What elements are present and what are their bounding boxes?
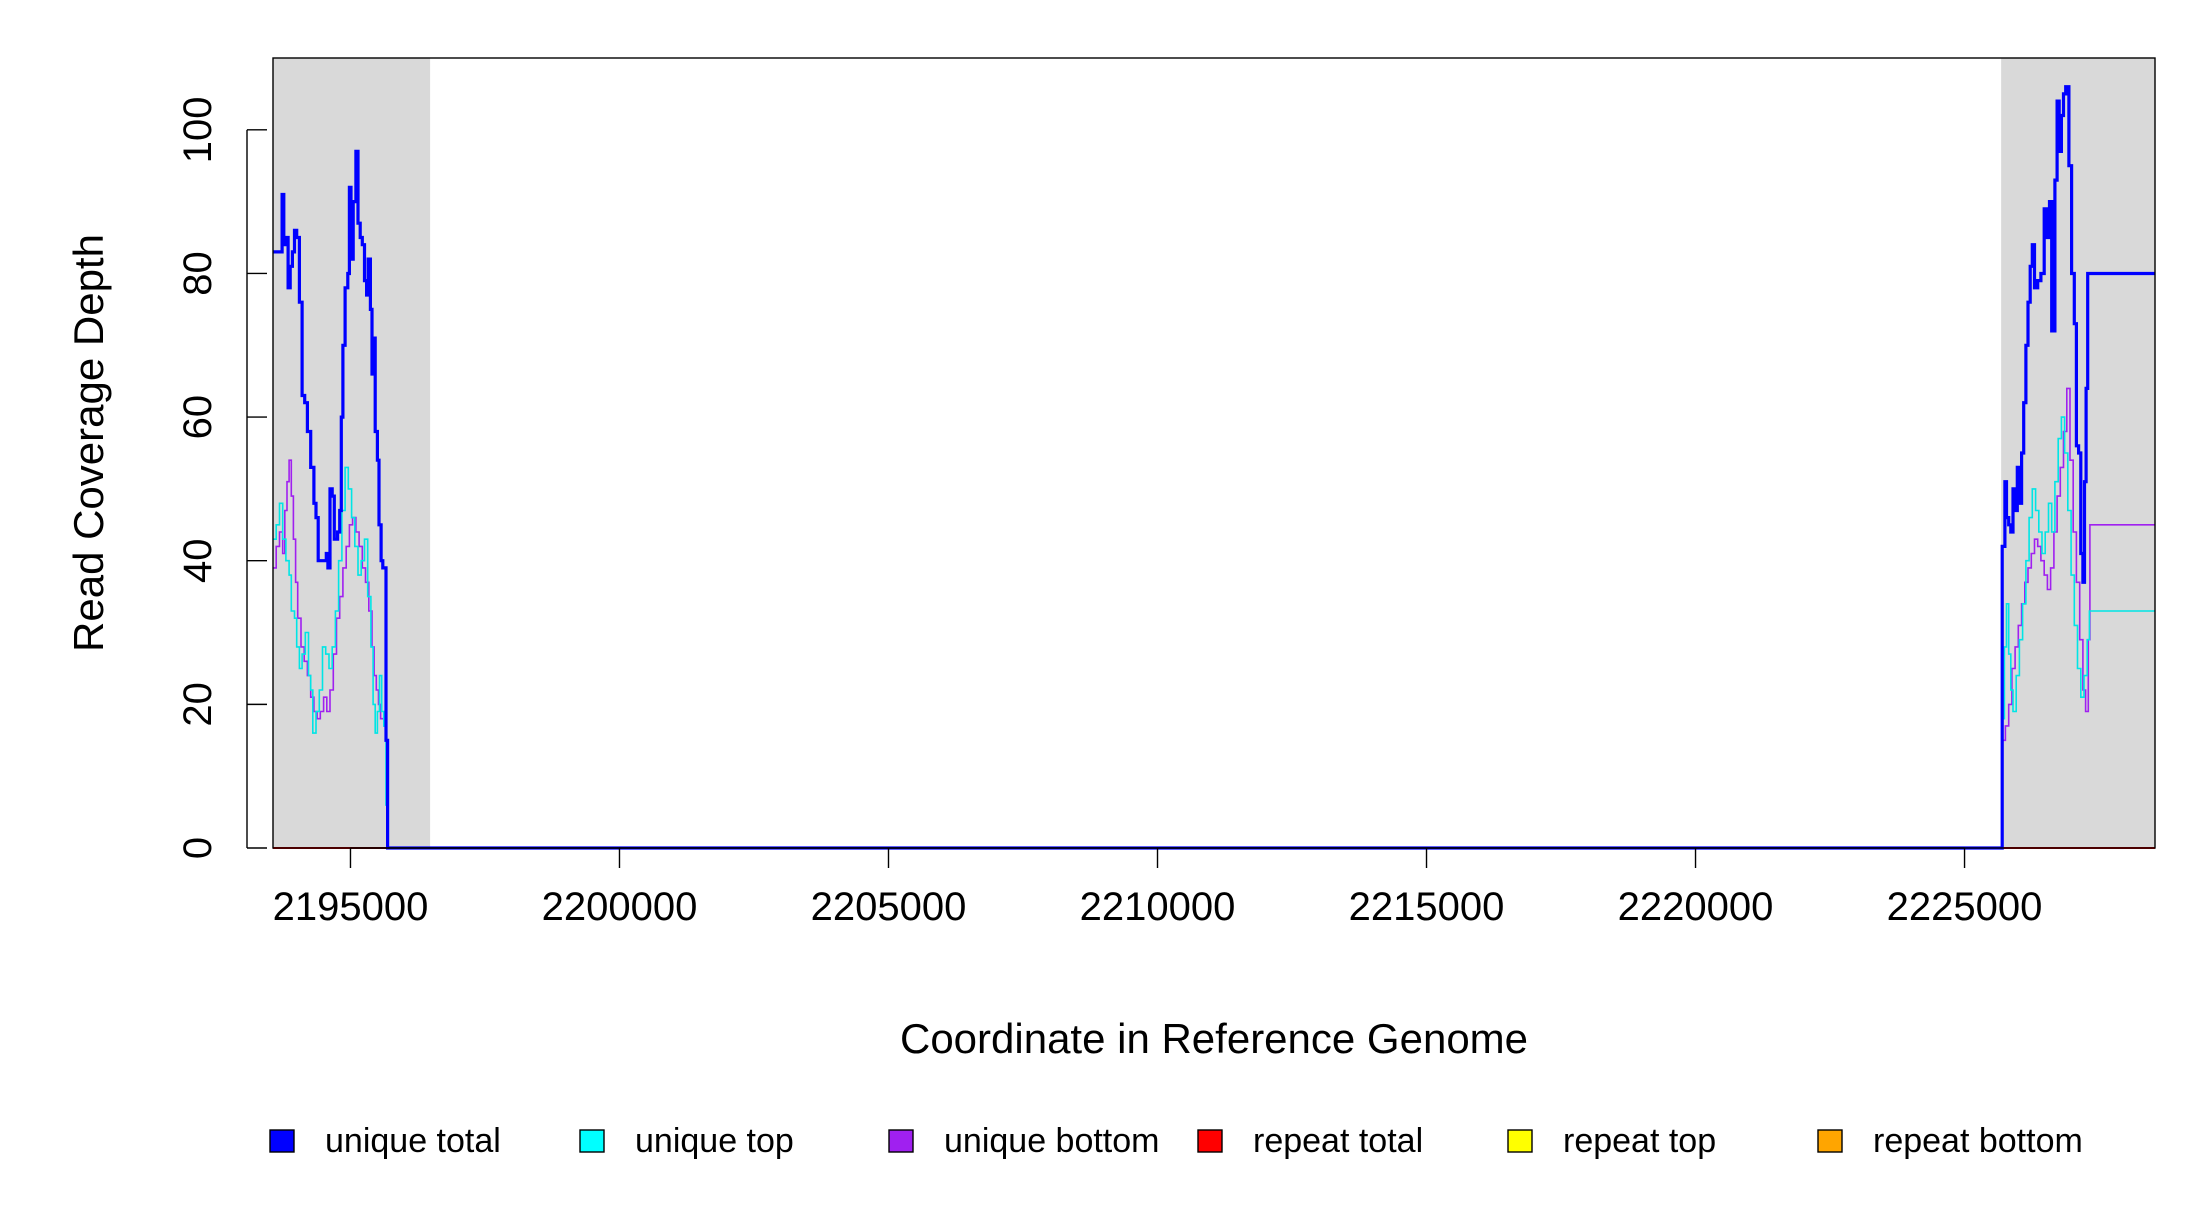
legend-item-unique-total: unique total: [269, 1122, 501, 1160]
legend-item-repeat-total: repeat total: [1197, 1122, 1423, 1160]
legend-item-unique-bottom: unique bottom: [888, 1122, 1160, 1160]
y-tick-label: 100: [176, 96, 220, 163]
legend-label: repeat top: [1563, 1122, 1716, 1160]
x-tick-label: 2225000: [1887, 885, 2043, 929]
y-tick-label: 60: [176, 395, 220, 440]
y-tick-label: 40: [176, 538, 220, 583]
x-tick-label: 2205000: [811, 885, 967, 929]
plot-frame: [272, 57, 2156, 849]
x-axis-label: Coordinate in Reference Genome: [900, 1015, 1528, 1062]
x-tick-label: 2215000: [1349, 885, 1505, 929]
series-unique-bottom: [273, 387, 2155, 849]
legend-swatch: [269, 1129, 295, 1153]
x-axis: 2195000 2200000 2205000 2210000 2215000 22200…: [273, 847, 2043, 929]
x-tick-label: 2210000: [1080, 885, 1236, 929]
legend-label: unique top: [635, 1122, 794, 1160]
shaded-region-1: [273, 58, 431, 848]
y-axis: 0 20 40 60 80 100: [176, 96, 267, 859]
legend-swatch: [888, 1129, 914, 1153]
x-tick-label: 2200000: [542, 885, 698, 929]
y-tick-label: 80: [176, 251, 220, 296]
series-unique-top: [273, 416, 2155, 849]
y-tick-label: 0: [176, 837, 220, 859]
legend-swatch: [1817, 1129, 1843, 1153]
shaded-regions: [273, 58, 2155, 848]
legend-label: unique bottom: [944, 1122, 1160, 1160]
legend-item-unique-top: unique top: [579, 1122, 794, 1160]
y-tick-label: 20: [176, 682, 220, 727]
legend-label: repeat bottom: [1873, 1122, 2083, 1160]
legend-label: unique total: [325, 1122, 501, 1160]
y-axis-label: Read Coverage Depth: [65, 234, 112, 652]
legend: unique total unique top unique bottom repea…: [269, 1122, 2083, 1160]
legend-swatch: [1197, 1129, 1223, 1153]
legend-swatch: [579, 1129, 605, 1153]
legend-label: repeat total: [1253, 1122, 1423, 1160]
x-tick-label: 2195000: [273, 885, 429, 929]
series-unique-total: [273, 85, 2155, 850]
x-tick-label: 2220000: [1618, 885, 1774, 929]
legend-swatch: [1507, 1129, 1533, 1153]
legend-item-repeat-top: repeat top: [1507, 1122, 1716, 1160]
legend-item-repeat-bottom: repeat bottom: [1817, 1122, 2083, 1160]
series-lines: [273, 85, 2155, 850]
